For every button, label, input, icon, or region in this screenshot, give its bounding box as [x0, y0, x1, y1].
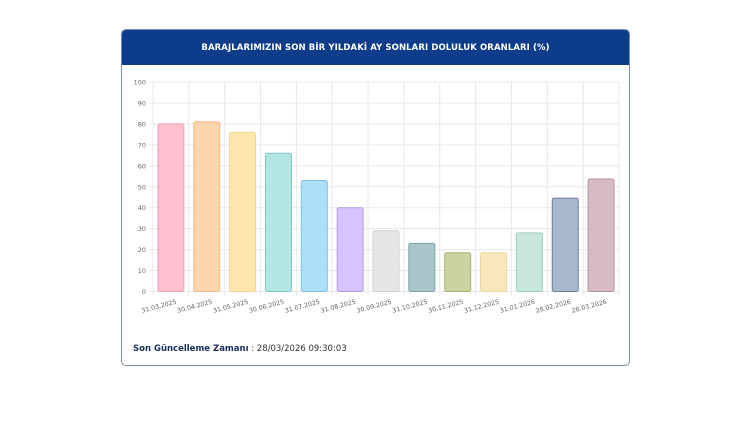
- x-tick-label: 28.03.2026: [571, 299, 608, 315]
- y-tick-label: 60: [138, 162, 146, 170]
- y-tick-label: 0: [142, 288, 146, 296]
- bar: [372, 230, 400, 292]
- x-tick-label: 31.10.2025: [392, 299, 429, 315]
- y-tick-label: 50: [138, 183, 146, 191]
- x-tick-label: 31.07.2025: [284, 299, 321, 315]
- bar: [300, 179, 328, 292]
- bar: [193, 121, 221, 293]
- y-tick-label: 100: [134, 79, 146, 87]
- y-tick-label: 90: [138, 99, 146, 107]
- x-tick-label: 30.04.2025: [177, 299, 214, 315]
- y-tick-label: 80: [138, 120, 146, 128]
- y-tick-label: 40: [138, 204, 146, 212]
- bar: [229, 131, 257, 292]
- x-tick-label: 28.02.2026: [535, 299, 572, 315]
- last-updated: Son Güncelleme Zamanı : 28/03/2026 09:30…: [133, 344, 347, 354]
- bar: [408, 242, 436, 293]
- chart-card: BARAJLARIMIZIN SON BİR YILDAKİ AY SONLAR…: [121, 29, 630, 366]
- x-tick-label: 31.03.2025: [141, 299, 178, 315]
- bar: [444, 252, 472, 292]
- y-tick-label: 10: [138, 267, 146, 275]
- x-tick-label: 31.05.2025: [212, 299, 249, 315]
- bar: [480, 252, 508, 292]
- x-tick-label: 31.08.2025: [320, 299, 357, 315]
- bar: [264, 152, 292, 293]
- x-tick-label: 30.06.2025: [248, 299, 285, 315]
- y-tick-label: 20: [138, 246, 146, 254]
- last-updated-label: Son Güncelleme Zamanı: [133, 344, 249, 354]
- bar: [336, 207, 364, 292]
- x-tick-label: 31.12.2025: [463, 299, 500, 315]
- x-tick-label: 30.11.2025: [428, 299, 465, 315]
- x-tick-label: 30.09.2025: [356, 299, 393, 315]
- bar: [587, 178, 615, 292]
- last-updated-separator: :: [248, 344, 257, 354]
- bar-chart: 0 10 20 30 40 50 60 70 80 90 100 31.03.2025 30.04.20…: [134, 79, 620, 315]
- bar: [157, 123, 185, 293]
- chart-title: BARAJLARIMIZIN SON BİR YILDAKİ AY SONLAR…: [122, 30, 629, 65]
- last-updated-value: 28/03/2026 09:30:03: [256, 344, 347, 354]
- bar: [515, 232, 543, 292]
- bar: [551, 197, 579, 292]
- y-tick-label: 70: [138, 141, 146, 149]
- x-tick-label: 31.01.2026: [499, 299, 536, 315]
- y-tick-label: 30: [138, 225, 146, 233]
